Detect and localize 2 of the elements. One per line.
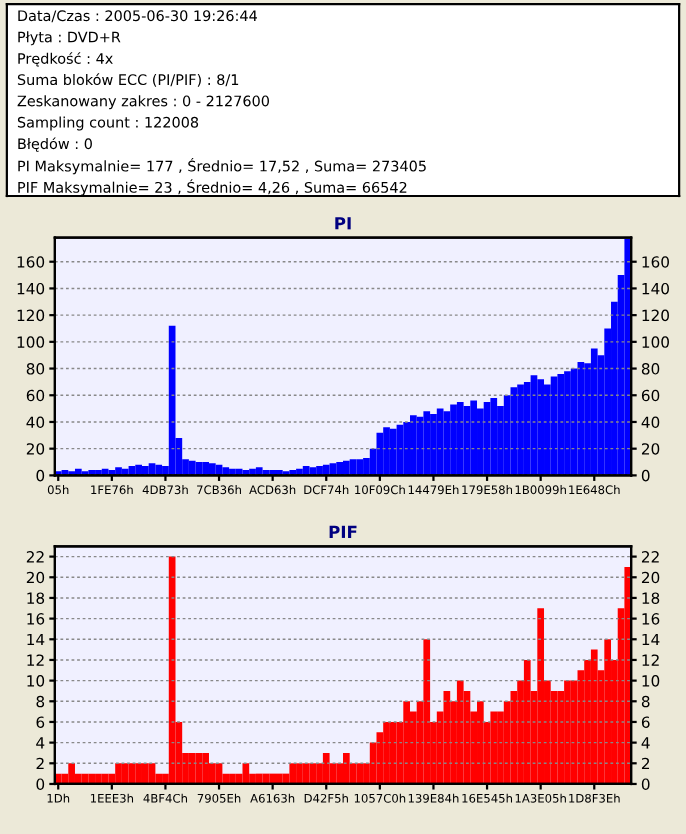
chart-title: PIF (329, 525, 357, 538)
chart-title: PI (335, 217, 351, 230)
